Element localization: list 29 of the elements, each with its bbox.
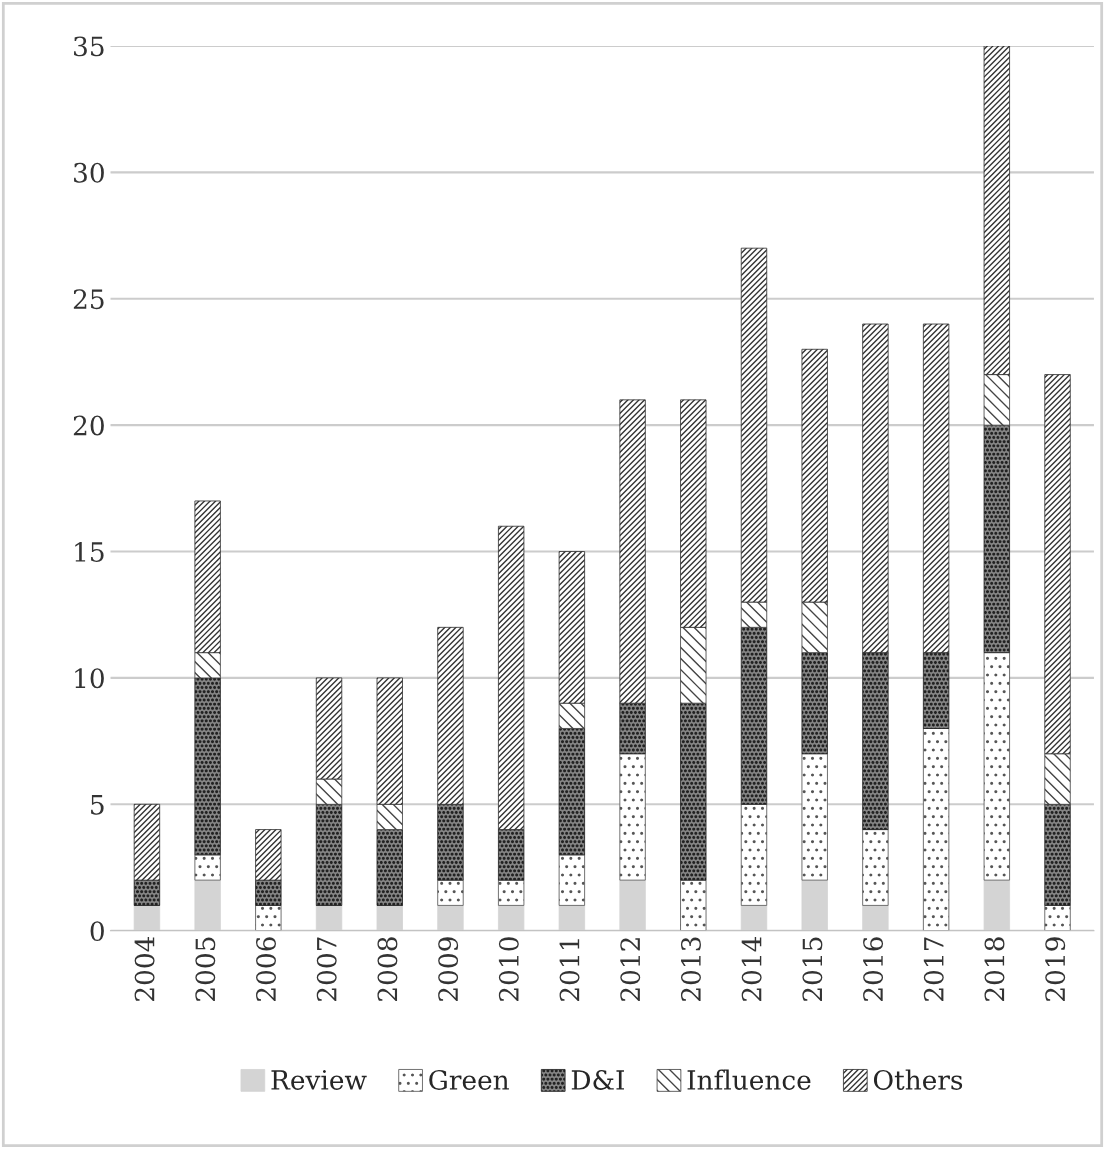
x-tick-label: 2005: [195, 937, 216, 1001]
legend-label: Review: [271, 1070, 367, 1090]
legend-label: Others: [873, 1069, 963, 1090]
x-tick-label: 2011: [559, 939, 580, 1001]
y-tick-label: 10: [75, 668, 104, 689]
y-tick-label: 35: [74, 36, 104, 57]
x-tick-label: 2015: [802, 937, 823, 1001]
y-tick-label: 0: [90, 921, 104, 942]
y-tick-label: 20: [73, 415, 104, 436]
y-tick-label: 15: [75, 541, 104, 562]
x-tick-label: 2009: [438, 937, 459, 1001]
x-tick-label: 2012: [620, 938, 641, 1001]
x-tick-label: 2010: [498, 937, 519, 1001]
legend-label: Influence: [687, 1069, 811, 1090]
x-tick-label: 2014: [741, 936, 762, 1001]
y-tick-label: 25: [73, 289, 104, 310]
y-tick-label: 30: [74, 162, 104, 183]
x-tick-label: 2016: [863, 937, 884, 1001]
x-tick-label: 2018: [984, 937, 1005, 1001]
x-tick-label: 2008: [377, 937, 398, 1001]
legend-label: Green: [429, 1069, 509, 1090]
x-tick-label: 2019: [1045, 937, 1066, 1001]
x-tick-label: 2004: [134, 936, 155, 1001]
y-tick-label: 5: [91, 795, 104, 815]
x-tick-label: 2013: [680, 937, 701, 1001]
x-tick-label: 2006: [256, 937, 276, 1001]
legend-label: D&I: [571, 1069, 624, 1090]
x-tick-label: 2017: [923, 937, 944, 1001]
x-tick-label: 2007: [316, 937, 337, 1001]
